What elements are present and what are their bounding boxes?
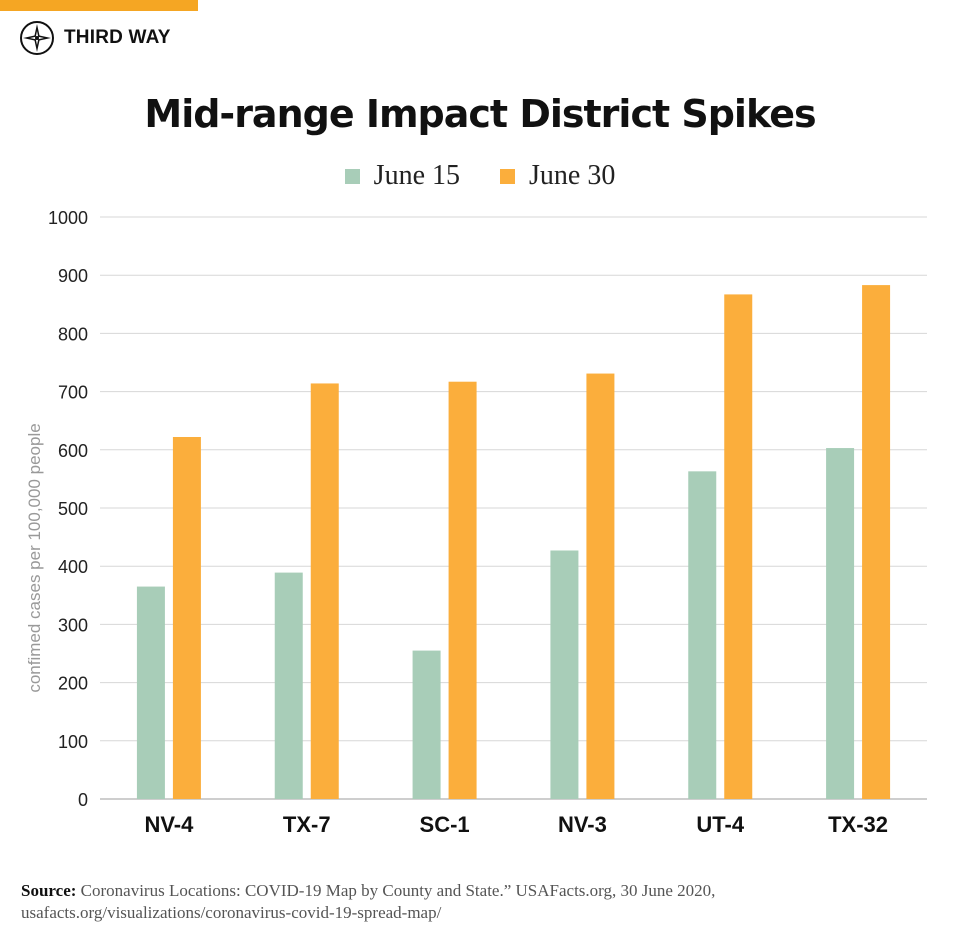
y-tick-label-0: 0 bbox=[78, 790, 88, 810]
y-tick-label-600: 600 bbox=[58, 441, 88, 461]
y-tick-label-100: 100 bbox=[58, 732, 88, 752]
y-tick-label-200: 200 bbox=[58, 674, 88, 694]
chart-title: Mid-range Impact District Spikes bbox=[144, 92, 816, 136]
legend-item-june-30: June 30 bbox=[500, 160, 615, 192]
bar-nv-4-june-30 bbox=[172, 436, 201, 799]
y-tick-label-500: 500 bbox=[58, 499, 88, 519]
source-line-2: usafacts.org/visualizations/coronavirus-… bbox=[21, 903, 442, 922]
source-label: Source: bbox=[21, 881, 77, 900]
y-axis-label: confimed cases per 100,000 people bbox=[25, 423, 44, 692]
bar-chart: 0 100 200 300 400 500 600 700 800 900 1000 NV-4 TX-… bbox=[25, 208, 927, 837]
x-tick-label-ut-4: UT-4 bbox=[696, 812, 744, 837]
bar-tx-7-june-15 bbox=[274, 572, 303, 799]
bars bbox=[136, 285, 891, 799]
y-tick-label-300: 300 bbox=[58, 615, 88, 635]
legend: June 15 June 30 bbox=[0, 160, 960, 192]
y-tick-label-700: 700 bbox=[58, 383, 88, 403]
y-tick-label-1000: 1000 bbox=[48, 208, 88, 228]
bar-ut-4-june-15 bbox=[688, 471, 717, 799]
y-axis-ticks: 0 100 200 300 400 500 600 700 800 900 1000 bbox=[48, 208, 88, 810]
legend-swatch-june-15 bbox=[344, 168, 360, 184]
compass-icon bbox=[20, 21, 54, 55]
legend-label-june-15: June 15 bbox=[373, 160, 460, 191]
x-axis-ticks: NV-4 TX-7 SC-1 NV-3 UT-4 TX-32 bbox=[144, 812, 888, 837]
y-tick-label-400: 400 bbox=[58, 557, 88, 577]
top-accent-bar bbox=[0, 0, 198, 11]
x-tick-label-tx-32: TX-32 bbox=[828, 812, 888, 837]
legend-swatch-june-30 bbox=[500, 168, 515, 184]
brand: THIRD WAY bbox=[19, 20, 171, 56]
bar-nv-3-june-30 bbox=[586, 373, 615, 799]
x-tick-label-sc-1: SC-1 bbox=[420, 812, 470, 837]
x-tick-label-nv-4: NV-4 bbox=[144, 812, 194, 837]
bar-ut-4-june-30 bbox=[724, 294, 753, 799]
x-tick-label-tx-7: TX-7 bbox=[283, 812, 331, 837]
y-tick-label-900: 900 bbox=[58, 266, 88, 286]
legend-item-june-15: June 15 bbox=[344, 160, 460, 192]
bar-nv-4-june-15 bbox=[136, 586, 165, 799]
bar-nv-3-june-15 bbox=[550, 550, 579, 799]
bar-tx-32-june-15 bbox=[826, 448, 855, 799]
gridlines bbox=[100, 216, 927, 800]
source-note: Source: Coronavirus Locations: COVID-19 … bbox=[21, 880, 951, 924]
source-text: Coronavirus Locations: COVID-19 Map by C… bbox=[80, 881, 716, 900]
y-tick-label-800: 800 bbox=[58, 324, 88, 344]
brand-name: THIRD WAY bbox=[64, 27, 171, 48]
bar-tx-7-june-30 bbox=[310, 383, 339, 799]
source-line-1: Source: Coronavirus Locations: COVID-19 … bbox=[21, 880, 951, 902]
bar-sc-1-june-30 bbox=[448, 381, 477, 799]
x-tick-label-nv-3: NV-3 bbox=[558, 812, 607, 837]
bar-sc-1-june-15 bbox=[412, 650, 441, 799]
bar-tx-32-june-30 bbox=[862, 285, 891, 799]
legend-label-june-30: June 30 bbox=[529, 160, 616, 191]
